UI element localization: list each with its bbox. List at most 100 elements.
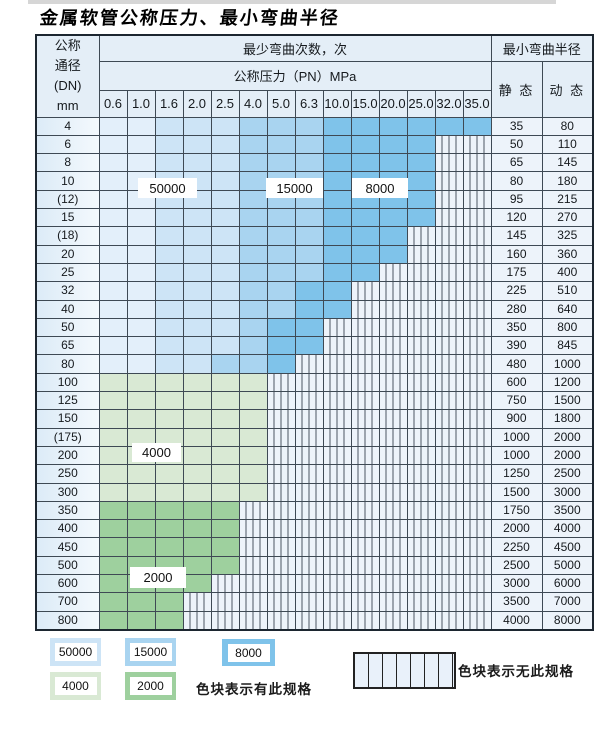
- static-value: 120: [490, 208, 543, 228]
- spec-table: 公称 通径 (DN) mm 最少弯曲次数，次 最小弯曲半径 公称压力（PN）MP…: [35, 34, 595, 631]
- static-value: 350: [490, 317, 543, 338]
- spec-cell: [406, 153, 436, 173]
- dn-cell: 150: [35, 409, 100, 429]
- spec-cell: [98, 317, 128, 338]
- spec-cell-none: [462, 500, 492, 521]
- spec-cell-none: [350, 592, 380, 612]
- spec-cell: [154, 262, 184, 283]
- dn-cell: 50: [35, 317, 100, 338]
- table-row: 600 3000 6000: [35, 573, 594, 594]
- legend-swatch-4000: 4000: [50, 672, 101, 700]
- spec-cell-none: [378, 573, 408, 594]
- dn-cell: 8: [35, 153, 100, 173]
- spec-cell: [182, 555, 212, 575]
- spec-cell: [182, 391, 212, 411]
- cycles-label-2000: 2000: [130, 567, 186, 588]
- spec-cell: [154, 336, 184, 356]
- spec-cell-none: [378, 500, 408, 521]
- spec-cell: [126, 262, 156, 283]
- spec-cell: [210, 537, 240, 557]
- pressure-header-cell: 25.0: [406, 89, 436, 118]
- spec-cell-none: [322, 391, 352, 411]
- spec-cell-none: [434, 171, 464, 191]
- table-row: 250 1250 2500: [35, 464, 594, 484]
- table-row: 700 3500 7000: [35, 592, 594, 612]
- spec-cell-none: [182, 610, 212, 631]
- dynamic-value: 215: [541, 189, 594, 210]
- pressure-header-cell: 5.0: [266, 89, 296, 118]
- spec-cell-none: [434, 500, 464, 521]
- table-row: (175) 1000 2000: [35, 427, 594, 447]
- spec-cell-none: [266, 409, 296, 429]
- spec-cell: [378, 226, 408, 246]
- spec-cell: [126, 464, 156, 484]
- spec-cell: [182, 500, 212, 521]
- spec-cell-none: [434, 372, 464, 393]
- spec-cell: [210, 427, 240, 447]
- spec-cell: [210, 116, 240, 136]
- spec-cell: [322, 226, 352, 246]
- static-value: 175: [490, 262, 543, 283]
- spec-cell-none: [462, 573, 492, 594]
- spec-cell: [126, 226, 156, 246]
- spec-cell-none: [462, 299, 492, 319]
- legend-swatch-8000: 8000: [222, 639, 275, 666]
- spec-cell: [98, 500, 128, 521]
- spec-cell-none: [322, 427, 352, 447]
- spec-cell-none: [266, 573, 296, 594]
- spec-cell: [210, 445, 240, 466]
- static-value: 900: [490, 409, 543, 429]
- spec-cell-none: [378, 262, 408, 283]
- spec-cell-none: [294, 464, 324, 484]
- spec-cell-none: [434, 262, 464, 283]
- spec-cell: [182, 372, 212, 393]
- spec-cell-none: [350, 317, 380, 338]
- spec-cell-none: [350, 409, 380, 429]
- spec-cell-none: [462, 262, 492, 283]
- spec-cell: [126, 153, 156, 173]
- dynamic-value: 4000: [541, 519, 594, 539]
- spec-cell-none: [406, 244, 436, 264]
- spec-cell-none: [378, 336, 408, 356]
- spec-cell: [322, 189, 352, 210]
- spec-cell: [322, 153, 352, 173]
- spec-cell-none: [322, 464, 352, 484]
- spec-cell-none: [322, 482, 352, 502]
- spec-cell-none: [294, 427, 324, 447]
- spec-cell: [294, 317, 324, 338]
- dynamic-value: 145: [541, 153, 594, 173]
- spec-cell-none: [434, 573, 464, 594]
- spec-cell: [210, 134, 240, 155]
- spec-cell: [210, 171, 240, 191]
- table-row: 400 2000 4000: [35, 519, 594, 539]
- spec-cell: [350, 244, 380, 264]
- spec-cell-none: [294, 391, 324, 411]
- spec-cell: [154, 281, 184, 301]
- spec-cell: [294, 153, 324, 173]
- spec-cell-none: [378, 427, 408, 447]
- spec-cell-none: [210, 610, 240, 631]
- static-value: 600: [490, 372, 543, 393]
- static-value: 160: [490, 244, 543, 264]
- spec-cell: [98, 537, 128, 557]
- spec-cell-none: [434, 537, 464, 557]
- spec-cell: [238, 299, 268, 319]
- spec-cell-none: [434, 354, 464, 374]
- spec-cell: [350, 116, 380, 136]
- legend-swatch-label: 8000: [227, 643, 270, 662]
- spec-cell: [378, 116, 408, 136]
- spec-cell-none: [266, 610, 296, 631]
- static-value: 480: [490, 354, 543, 374]
- spec-cell-none: [350, 427, 380, 447]
- spec-cell-none: [294, 409, 324, 429]
- spec-cell-none: [406, 445, 436, 466]
- spec-cell-none: [406, 500, 436, 521]
- spec-cell: [182, 336, 212, 356]
- legend-swatch-15000: 15000: [125, 638, 176, 666]
- spec-cell: [182, 317, 212, 338]
- scan-edge-strip: [28, 0, 556, 4]
- dn-cell: (175): [35, 427, 100, 447]
- spec-cell: [154, 153, 184, 173]
- spec-cell: [322, 116, 352, 136]
- dn-cell: 400: [35, 519, 100, 539]
